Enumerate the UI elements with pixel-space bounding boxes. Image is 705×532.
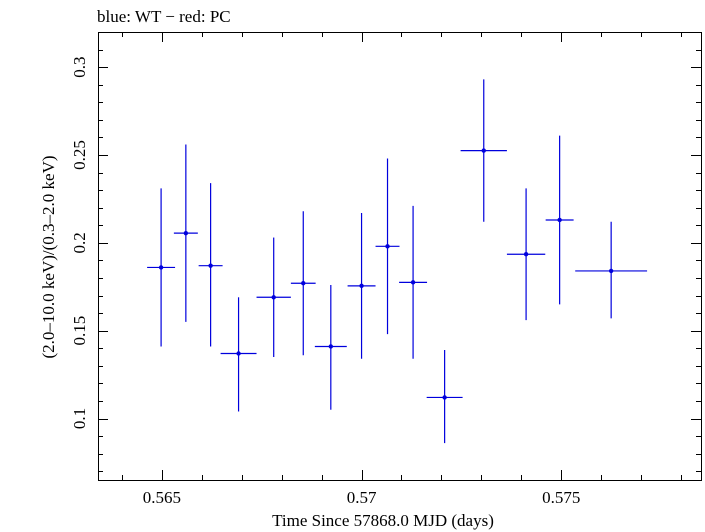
data-marker	[410, 280, 416, 285]
y-axis-label: (2.0–10.0 keV)/(0.3–2.0 keV)	[39, 155, 58, 358]
plot-frame	[98, 32, 702, 481]
data-point	[399, 205, 428, 359]
x-tick-label: 0.575	[542, 488, 580, 507]
data-point	[198, 183, 223, 347]
y-tick-label: 0.25	[70, 140, 89, 170]
data-series-wt	[147, 79, 648, 444]
data-point	[545, 135, 574, 305]
data-marker	[271, 295, 276, 300]
data-point	[314, 284, 347, 410]
data-point	[147, 188, 176, 347]
tick-labels: 0.565 0.57 0.575 0.1 0.15 0.2 0.25 0.3	[70, 57, 580, 507]
chart-title: blue: WT − red: PC	[97, 7, 231, 26]
data-marker	[608, 268, 614, 274]
y-tick-label: 0.2	[70, 232, 89, 253]
data-point	[426, 349, 463, 444]
data-point	[575, 221, 648, 319]
y-tick-label: 0.1	[70, 408, 89, 429]
axis-ticks	[98, 32, 701, 480]
y-tick-label: 0.15	[70, 316, 89, 346]
data-point	[506, 188, 546, 321]
data-marker	[328, 344, 334, 349]
x-tick-label: 0.57	[347, 488, 377, 507]
data-marker	[359, 283, 364, 289]
data-point	[347, 212, 376, 359]
data-point	[220, 297, 257, 412]
x-axis-label: Time Since 57868.0 MJD (days)	[272, 511, 494, 530]
data-marker	[208, 263, 213, 268]
x-tick-label: 0.565	[143, 488, 181, 507]
y-tick-label: 0.3	[70, 57, 89, 78]
data-marker	[523, 252, 529, 257]
data-marker	[557, 217, 562, 223]
data-marker	[481, 148, 486, 153]
data-marker	[158, 265, 164, 270]
data-marker	[385, 244, 390, 249]
data-marker	[301, 281, 306, 286]
data-point	[173, 144, 198, 322]
data-point	[290, 211, 316, 356]
data-marker	[442, 395, 447, 400]
data-marker	[183, 230, 189, 236]
data-point	[460, 79, 507, 222]
data-point	[375, 158, 400, 335]
data-point	[256, 237, 291, 358]
data-marker	[236, 351, 241, 356]
